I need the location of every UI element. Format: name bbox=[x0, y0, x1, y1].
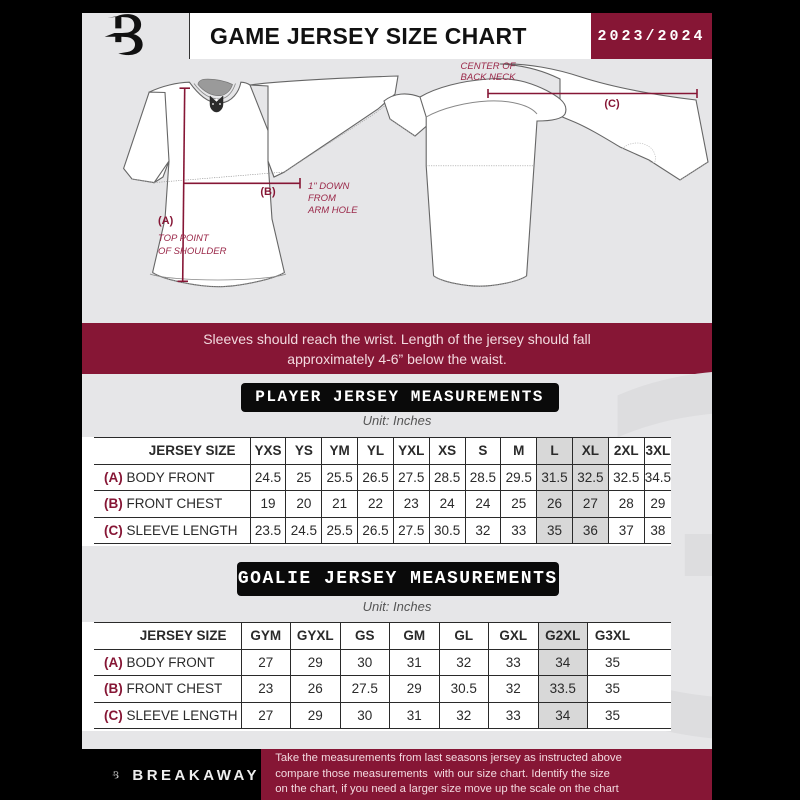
svg-text:(A): (A) bbox=[158, 215, 174, 227]
svg-text:OF SHOULDER: OF SHOULDER bbox=[158, 246, 227, 257]
svg-text:TOP POINT: TOP POINT bbox=[158, 233, 210, 244]
svg-text:BACK NECK: BACK NECK bbox=[461, 72, 517, 83]
svg-text:FROM: FROM bbox=[308, 193, 336, 204]
svg-text:1" DOWN: 1" DOWN bbox=[308, 181, 350, 192]
svg-text:(B): (B) bbox=[260, 186, 276, 198]
svg-text:ARM HOLE: ARM HOLE bbox=[307, 205, 358, 216]
svg-text:CENTER OF: CENTER OF bbox=[461, 61, 517, 72]
svg-text:(C): (C) bbox=[604, 98, 620, 110]
